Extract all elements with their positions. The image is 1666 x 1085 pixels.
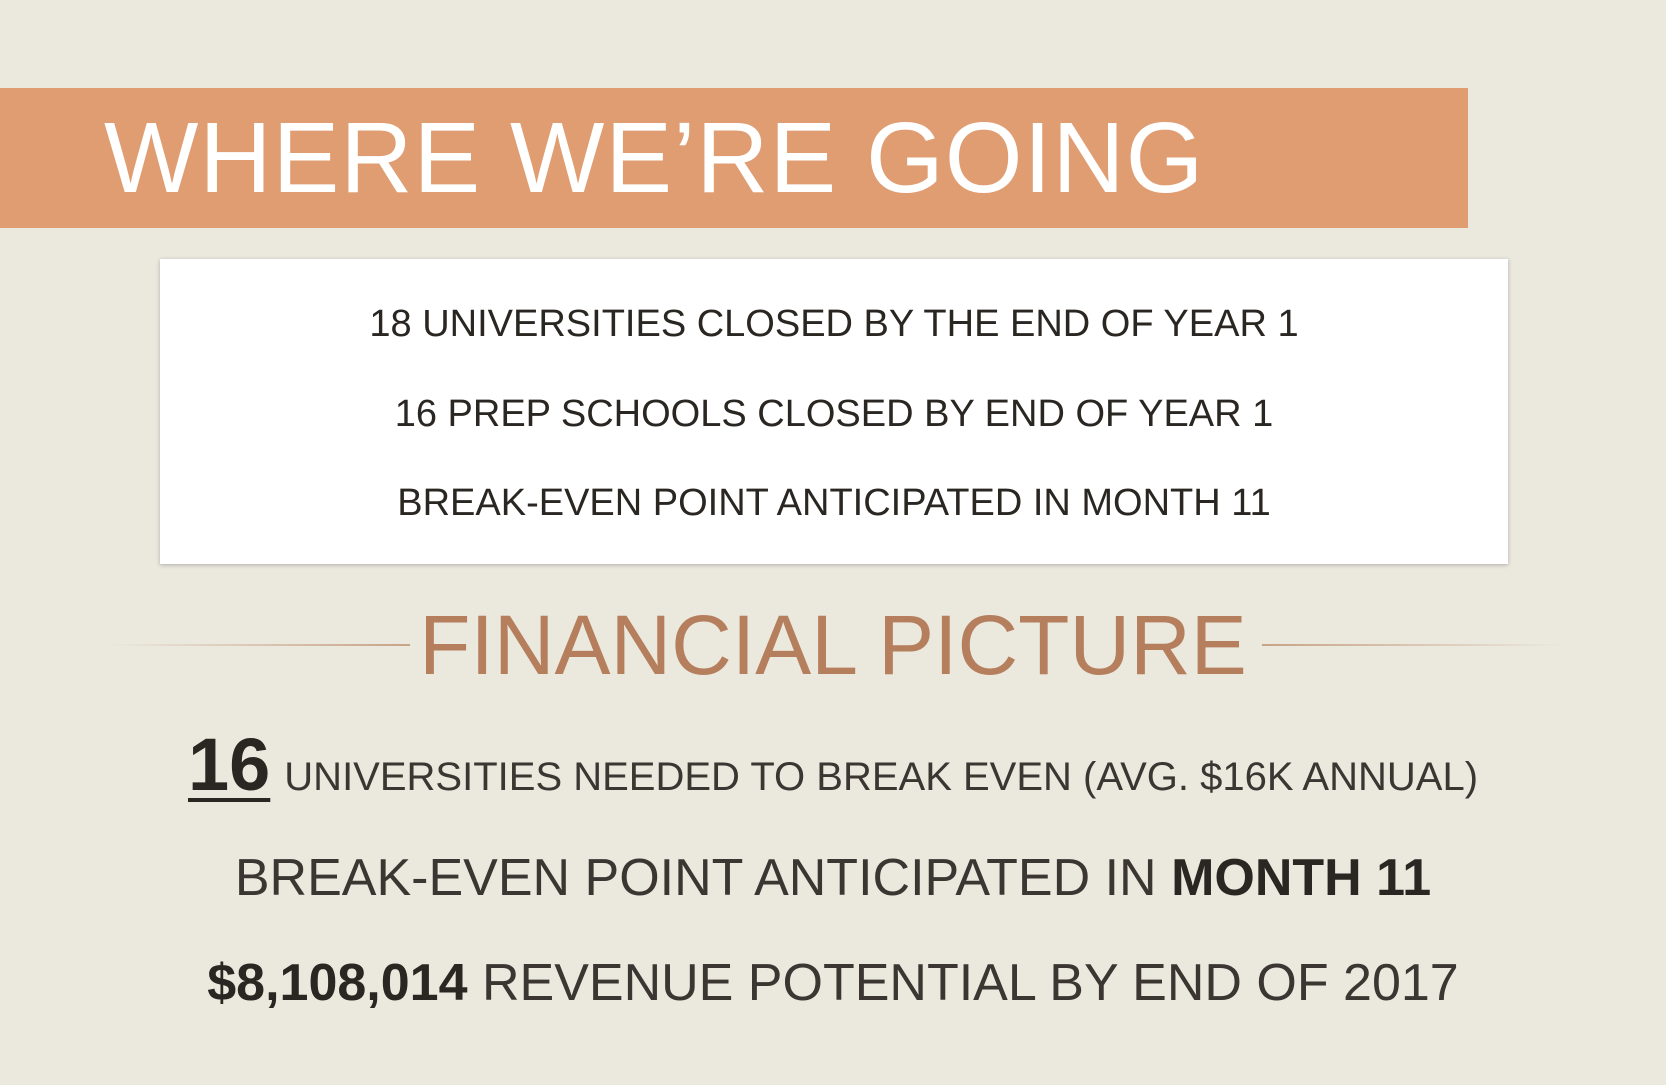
- goal-break-even: BREAK-EVEN POINT ANTICIPATED IN MONTH 11: [397, 482, 1271, 524]
- universities-needed-text: UNIVERSITIES NEEDED TO BREAK EVEN: [284, 755, 1072, 799]
- stat-revenue: $8,108,014 REVENUE POTENTIAL BY END OF 2…: [0, 953, 1666, 1013]
- goal-universities: 18 UNIVERSITIES CLOSED BY THE END OF YEA…: [369, 303, 1299, 345]
- goal-prep-schools: 16 PREP SCHOOLS CLOSED BY END OF YEAR 1: [394, 393, 1274, 435]
- financial-heading: FINANCIAL PICTURE: [0, 600, 1666, 690]
- break-even-month: MONTH 11: [1171, 849, 1432, 907]
- stat-universities-needed: 16 UNIVERSITIES NEEDED TO BREAK EVEN (AVG…: [0, 722, 1666, 807]
- revenue-amount: $8,108,014: [207, 954, 468, 1012]
- break-even-text: BREAK-EVEN POINT ANTICIPATED IN: [234, 849, 1157, 907]
- header-banner: WHERE WE’RE GOING: [0, 88, 1468, 228]
- universities-needed-note: (AVG. $16K ANNUAL): [1083, 755, 1479, 799]
- universities-needed-number: 16: [187, 723, 271, 806]
- heading-rule-left: [110, 644, 410, 646]
- heading-rule-right: [1262, 644, 1562, 646]
- stat-break-even: BREAK-EVEN POINT ANTICIPATED IN MONTH 11: [0, 848, 1666, 908]
- goals-card: 18 UNIVERSITIES CLOSED BY THE END OF YEA…: [160, 259, 1508, 564]
- financial-heading-title: FINANCIAL PICTURE: [419, 598, 1247, 692]
- revenue-text: REVENUE POTENTIAL BY END OF 2017: [481, 954, 1459, 1012]
- page-title: WHERE WE’RE GOING: [104, 102, 1205, 214]
